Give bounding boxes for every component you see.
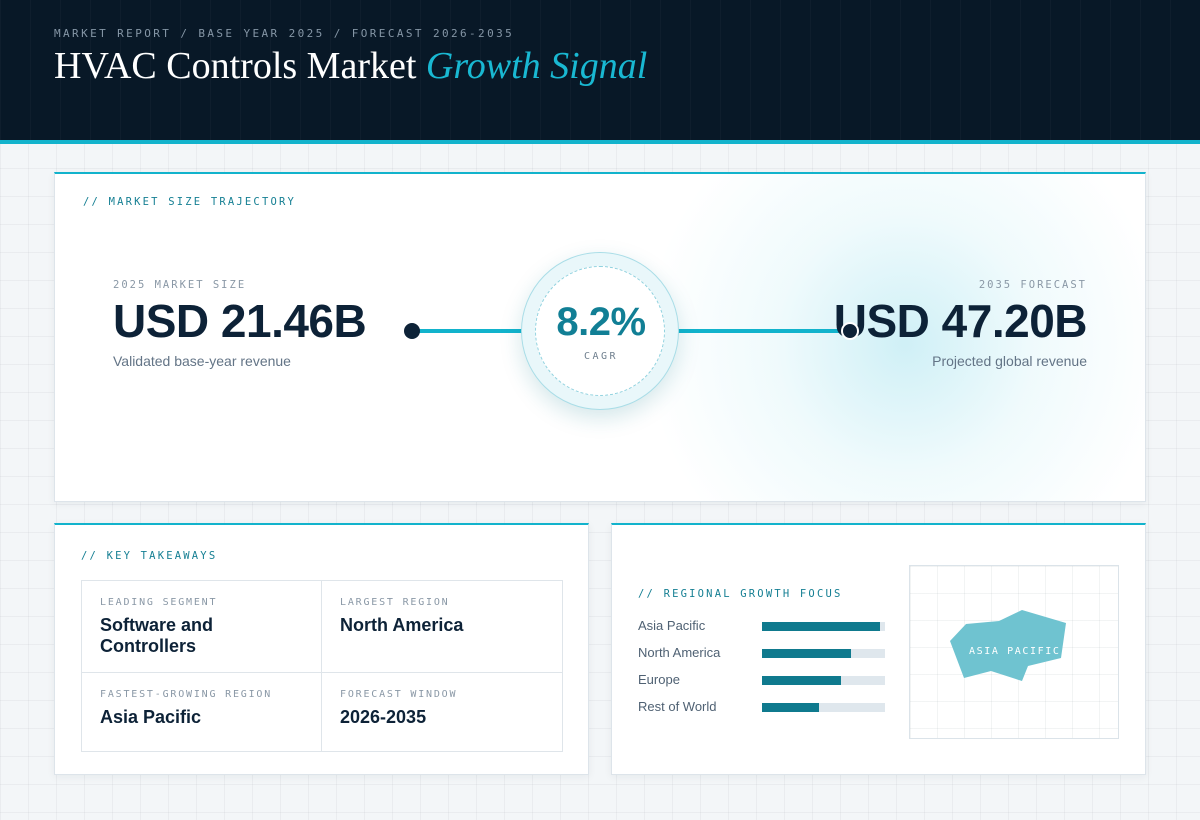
bar-fill [762,703,819,712]
start-caption: 2025 MARKET SIZE [113,279,247,291]
end-caption: 2035 FORECAST [978,279,1087,291]
takeaway-key: LARGEST REGION [340,597,450,608]
takeaways-grid: LEADING SEGMENT Software and Controllers… [81,580,563,752]
bar-label: Rest of World [638,699,717,714]
bar-label: North America [638,645,721,660]
bar-fill [762,622,880,631]
report-eyebrow: MARKET REPORT / BASE YEAR 2025 / FORECAS… [54,27,515,40]
takeaway-value: Asia Pacific [100,707,202,727]
bar-fill [762,676,841,685]
bar-label: Europe [638,672,680,687]
bar-fill [762,649,851,658]
takeaway-value: 2026-2035 [340,707,427,727]
bar-track [762,703,885,712]
takeaway-fastest-region: FASTEST-GROWING REGION Asia Pacific [82,673,322,751]
bar-track [762,622,885,631]
map-region-label: ASIA PACIFIC [969,646,1061,657]
trajectory-label: // MARKET SIZE TRAJECTORY [83,196,297,208]
regional-growth-card: // REGIONAL GROWTH FOCUS Asia Pacific Nor… [611,523,1146,775]
takeaway-key: FASTEST-GROWING REGION [100,689,273,700]
end-marker [841,322,859,340]
bar-label: Asia Pacific [638,618,706,633]
key-takeaways-card: // KEY TAKEAWAYS LEADING SEGMENT Softwar… [54,523,589,775]
takeaway-forecast-window: FORECAST WINDOW 2026-2035 [322,673,562,751]
bar-track [762,676,885,685]
end-value: USD 47.20B [833,295,1088,347]
market-trajectory-card: // MARKET SIZE TRAJECTORY 2025 MARKET SI… [54,172,1146,502]
takeaway-value: North America [340,615,464,635]
takeaway-value: Software and Controllers [100,615,214,656]
bar-row: Asia Pacific [638,616,888,636]
regional-label: // REGIONAL GROWTH FOCUS [638,588,843,600]
start-note: Validated base-year revenue [113,353,291,369]
page-title: HVAC Controls Market Growth Signal [54,44,647,88]
cagr-value: 8.2% [556,300,646,344]
start-marker [404,323,420,339]
takeaway-key: LEADING SEGMENT [100,597,218,608]
takeaway-leading-segment: LEADING SEGMENT Software and Controllers [82,581,322,673]
bar-row: North America [638,643,888,663]
bar-row: Europe [638,670,888,690]
takeaways-label: // KEY TAKEAWAYS [81,550,218,562]
bar-row: Rest of World [638,697,888,717]
report-header: MARKET REPORT / BASE YEAR 2025 / FORECAS… [0,0,1200,144]
title-main: HVAC Controls Market [54,45,417,87]
cagr-label: CAGR [583,351,619,362]
start-value: USD 21.46B [113,295,367,347]
end-note: Projected global revenue [932,353,1087,369]
region-mini-map: ASIA PACIFIC [909,565,1119,739]
takeaway-key: FORECAST WINDOW [340,689,458,700]
asia-pacific-shape [950,610,1066,681]
bar-track [762,649,885,658]
cagr-inner-ring: 8.2% CAGR [535,266,665,396]
takeaway-largest-region: LARGEST REGION North America [322,581,562,673]
title-accent: Growth Signal [425,45,648,87]
cagr-badge: 8.2% CAGR [521,252,679,410]
